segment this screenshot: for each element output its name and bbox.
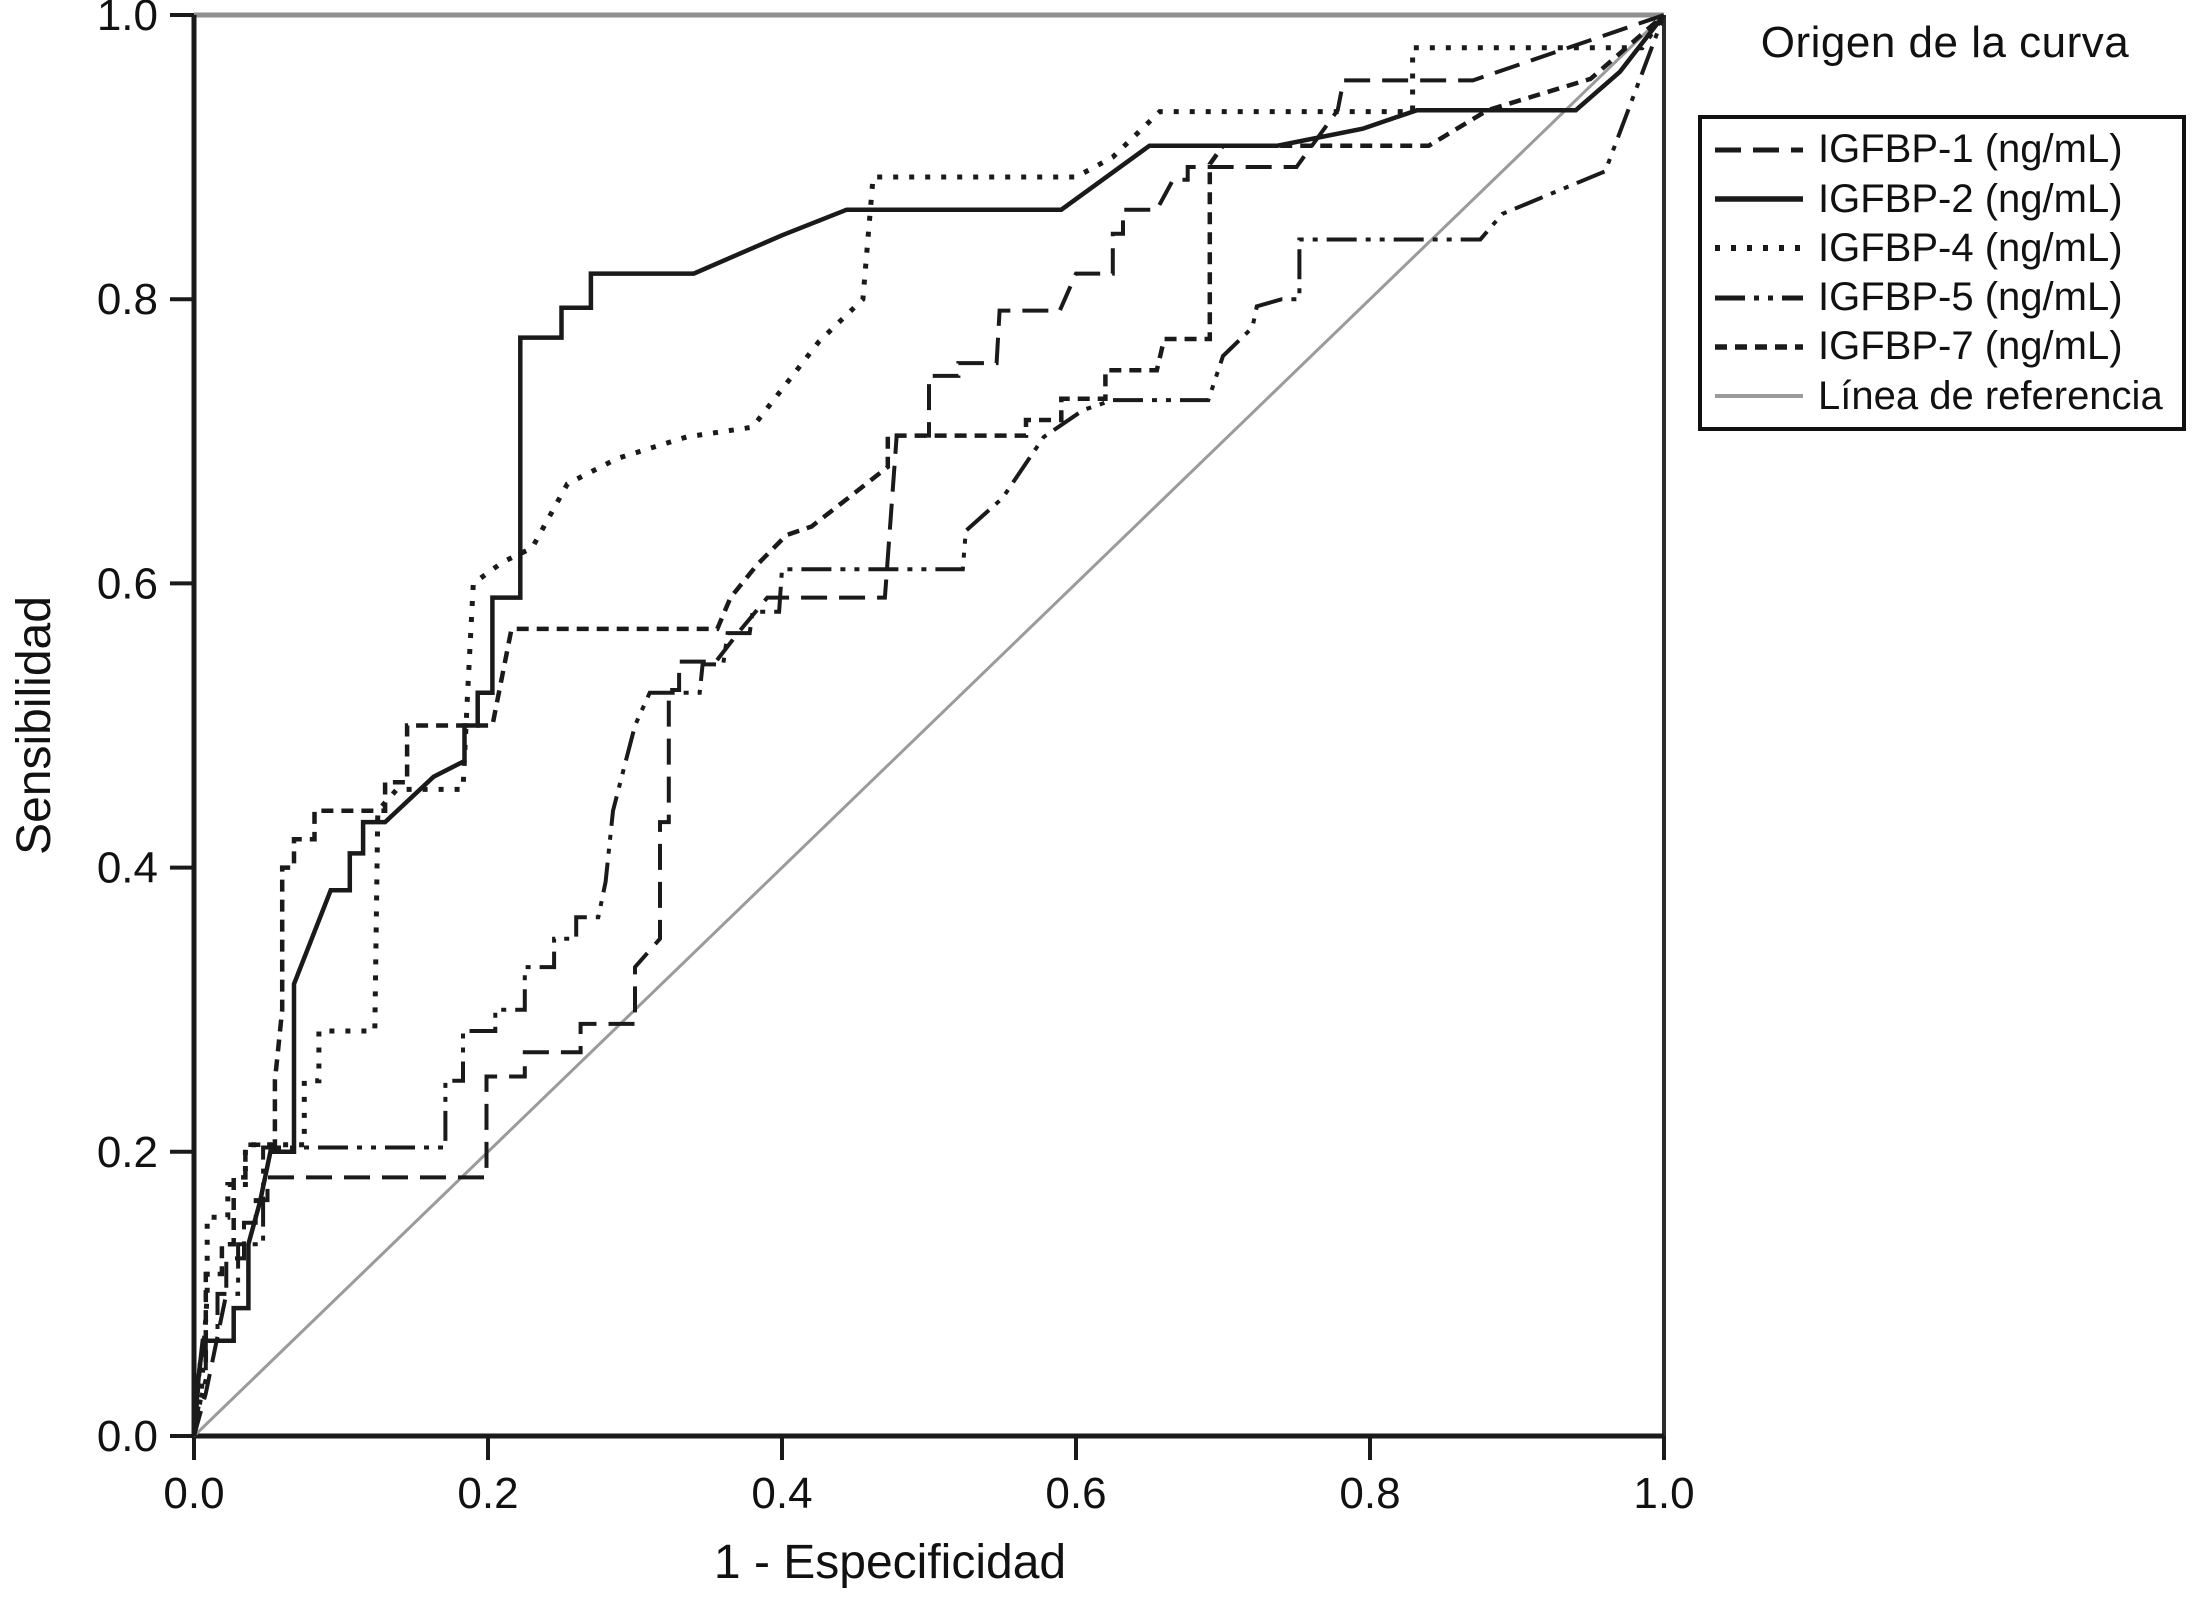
roc-curve-igfbp-5 bbox=[192, 14, 1666, 1437]
legend-line-sample-igfbp-5 bbox=[1715, 295, 1803, 301]
x-axis-title: 1 - Especificidad bbox=[714, 1536, 1066, 1589]
x-tick-label: 0.2 bbox=[457, 1469, 518, 1518]
x-tick-label: 0.0 bbox=[163, 1469, 224, 1518]
x-tick-label: 0.8 bbox=[1339, 1469, 1400, 1518]
legend-title: Origen de la curva bbox=[1760, 18, 2130, 67]
legend-label-igfbp-7: IGFBP-7 (ng/mL) bbox=[1818, 324, 2123, 369]
roc-curve-linea-de-referencia bbox=[192, 13, 1666, 1438]
y-tick-label: 0.6 bbox=[97, 559, 158, 608]
y-tick-label: 0.2 bbox=[97, 1128, 158, 1177]
x-tick-label: 0.6 bbox=[1045, 1469, 1106, 1518]
legend-label-igfbp-5: IGFBP-5 (ng/mL) bbox=[1818, 275, 2123, 320]
legend-item-linea-de-referencia: Línea de referencia bbox=[1702, 372, 2182, 421]
legend-line-sample-igfbp-4 bbox=[1715, 245, 1803, 252]
legend-label-linea-de-referencia: Línea de referencia bbox=[1818, 373, 2163, 418]
x-tick-label: 1.0 bbox=[1633, 1469, 1694, 1518]
legend-line-sample-igfbp-2 bbox=[1715, 196, 1803, 202]
y-tick-label: 0.4 bbox=[97, 844, 158, 893]
legend-line-sample-igfbp-1 bbox=[1715, 147, 1803, 153]
legend-item-igfbp-1: IGFBP-1 (ng/mL) bbox=[1702, 125, 2182, 174]
legend-item-igfbp-5: IGFBP-5 (ng/mL) bbox=[1702, 273, 2182, 322]
legend-box: IGFBP-1 (ng/mL) IGFBP-2 (ng/mL) IGFBP-4 (n… bbox=[1698, 115, 2186, 431]
y-tick-label: 0.0 bbox=[97, 1412, 158, 1461]
legend-item-igfbp-4: IGFBP-4 (ng/mL) bbox=[1702, 224, 2182, 273]
legend-item-igfbp-7: IGFBP-7 (ng/mL) bbox=[1702, 322, 2182, 371]
x-tick-label: 0.4 bbox=[751, 1469, 812, 1518]
y-axis-title: Sensibilidad bbox=[8, 596, 61, 855]
legend-label-igfbp-1: IGFBP-1 (ng/mL) bbox=[1818, 127, 2123, 172]
legend-label-igfbp-4: IGFBP-4 (ng/mL) bbox=[1818, 225, 2123, 270]
y-tick-label: 1.0 bbox=[97, 0, 158, 40]
legend-label-igfbp-2: IGFBP-2 (ng/mL) bbox=[1818, 176, 2123, 221]
legend-item-igfbp-2: IGFBP-2 (ng/mL) bbox=[1702, 174, 2182, 223]
roc-curve-igfbp-7 bbox=[191, 13, 1666, 1437]
y-tick-label: 0.8 bbox=[97, 275, 158, 324]
roc-curve-igfbp-2 bbox=[191, 13, 1666, 1437]
legend-line-sample-igfbp-7 bbox=[1715, 344, 1803, 350]
legend-line-sample-linea-de-referencia bbox=[1715, 394, 1803, 399]
